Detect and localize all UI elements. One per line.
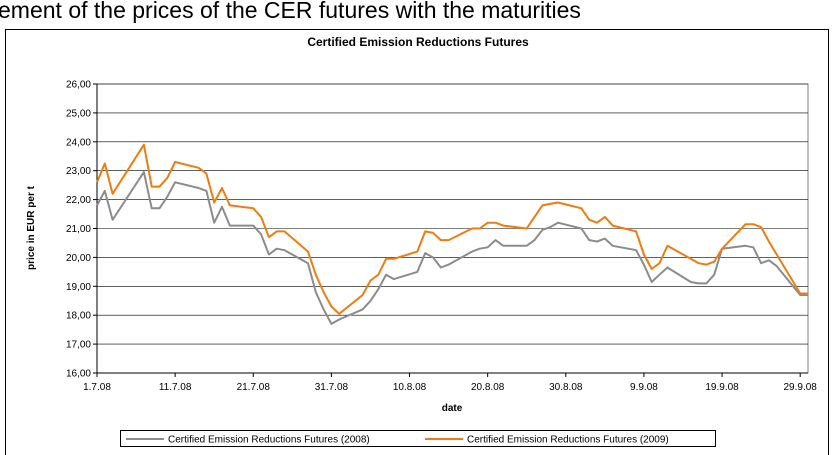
y-tick-label: 25,00 — [66, 108, 91, 119]
x-tick-label: 19.9.08 — [705, 382, 739, 393]
y-tick-label: 22,00 — [66, 195, 91, 206]
legend-box — [120, 430, 716, 447]
x-tick-label: 29.9.08 — [783, 382, 817, 393]
x-tick-label: 21.7.08 — [237, 382, 271, 393]
x-tick-label: 20.8.08 — [471, 382, 505, 393]
x-axis-label: date — [442, 403, 463, 414]
x-tick-label: 1.7.08 — [83, 382, 111, 393]
x-tick-label: 30.8.08 — [549, 382, 583, 393]
series-line — [96, 171, 808, 325]
y-tick-label: 19,00 — [66, 282, 91, 293]
x-tick-label: 11.7.08 — [159, 382, 192, 393]
y-axis-label: price in EUR per t — [26, 185, 37, 270]
x-tick-label: 10.8.08 — [393, 382, 427, 393]
document-text: ement of the prices of the CER futures w… — [0, 0, 581, 23]
y-tick-label: 20,00 — [66, 253, 91, 264]
legend-label: Certified Emission Reductions Futures (2… — [168, 435, 370, 446]
chart-title: Certified Emission Reductions Futures — [307, 35, 529, 49]
y-tick-label: 21,00 — [66, 224, 91, 235]
series-line — [96, 143, 808, 315]
x-tick-label: 31.7.08 — [315, 382, 349, 393]
y-tick-label: 24,00 — [66, 137, 91, 148]
legend-label: Certified Emission Reductions Futures (2… — [467, 435, 669, 446]
x-tick-label: 9.9.08 — [630, 382, 658, 393]
y-tick-label: 23,00 — [66, 166, 91, 177]
y-tick-label: 18,00 — [66, 311, 91, 322]
y-tick-label: 17,00 — [66, 340, 91, 351]
y-tick-label: 16,00 — [66, 369, 91, 380]
y-tick-label: 26,00 — [66, 80, 91, 91]
